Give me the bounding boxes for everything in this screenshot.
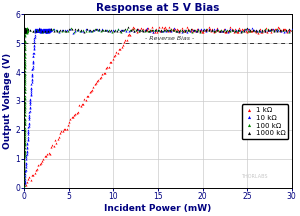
Line: 1 kΩ: 1 kΩ — [23, 26, 293, 186]
1 kΩ — [207, 25, 210, 28]
Text: - Reverse Bias -: - Reverse Bias - — [145, 36, 194, 41]
1000 kΩ — [153, 29, 157, 32]
1000 kΩ — [23, 28, 26, 30]
1 kΩ — [157, 26, 160, 29]
1 kΩ — [264, 27, 268, 29]
Line: 10 kΩ: 10 kΩ — [23, 27, 293, 188]
1000 kΩ — [22, 186, 26, 189]
100 kΩ — [25, 29, 28, 32]
10 kΩ — [22, 184, 26, 187]
10 kΩ — [290, 28, 293, 30]
100 kΩ — [25, 30, 28, 33]
Y-axis label: Output Voltage (V): Output Voltage (V) — [4, 53, 13, 149]
1000 kΩ — [22, 184, 26, 186]
10 kΩ — [164, 29, 168, 32]
Legend: 1 kΩ, 10 kΩ, 100 kΩ, 1000 kΩ: 1 kΩ, 10 kΩ, 100 kΩ, 1000 kΩ — [242, 104, 288, 139]
10 kΩ — [46, 30, 50, 33]
1 kΩ — [150, 26, 154, 29]
10 kΩ — [46, 27, 49, 30]
Text: THORLABS: THORLABS — [241, 174, 267, 179]
X-axis label: Incident Power (mW): Incident Power (mW) — [104, 203, 212, 213]
1000 kΩ — [210, 28, 213, 31]
10 kΩ — [22, 186, 26, 188]
1 kΩ — [249, 30, 253, 32]
100 kΩ — [22, 183, 26, 186]
Line: 100 kΩ: 100 kΩ — [23, 27, 293, 188]
100 kΩ — [25, 30, 28, 33]
100 kΩ — [69, 27, 73, 29]
1000 kΩ — [127, 26, 130, 29]
Line: 1000 kΩ: 1000 kΩ — [23, 26, 293, 189]
1 kΩ — [290, 29, 293, 32]
10 kΩ — [45, 30, 49, 33]
1000 kΩ — [23, 28, 26, 31]
1000 kΩ — [23, 29, 26, 31]
100 kΩ — [154, 29, 158, 31]
1 kΩ — [26, 178, 30, 180]
1000 kΩ — [290, 29, 293, 31]
100 kΩ — [211, 28, 214, 31]
1 kΩ — [24, 184, 27, 186]
1 kΩ — [80, 103, 84, 106]
Title: Response at 5 V Bias: Response at 5 V Bias — [96, 3, 220, 13]
100 kΩ — [290, 29, 293, 32]
10 kΩ — [250, 27, 253, 29]
10 kΩ — [215, 28, 219, 30]
1 kΩ — [22, 184, 26, 186]
100 kΩ — [22, 186, 26, 188]
